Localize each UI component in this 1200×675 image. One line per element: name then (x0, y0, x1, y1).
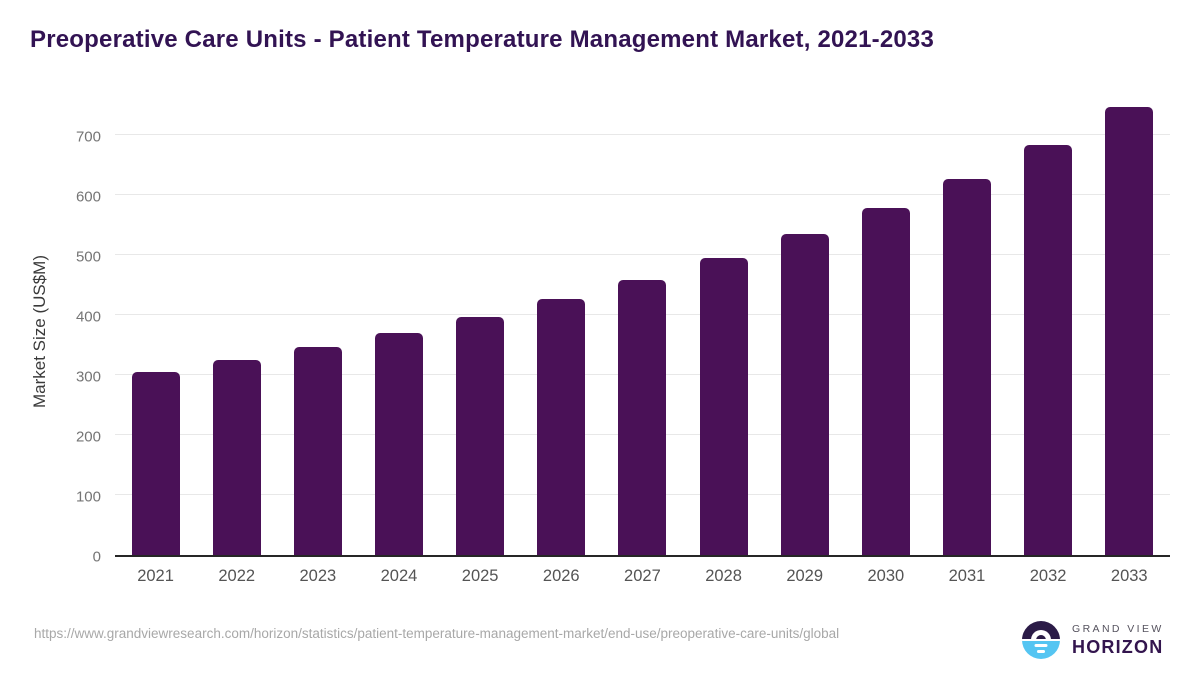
y-tick-label: 400 (75, 308, 101, 326)
y-tick-label: 0 (92, 548, 101, 566)
x-tick-label: 2031 (948, 567, 986, 585)
bar-2033 (1105, 106, 1154, 555)
horizon-sunrise-icon (1022, 621, 1060, 659)
grandview-horizon-logo: GRAND VIEW HORIZON (1022, 621, 1164, 659)
reflection-dash-1 (1034, 644, 1048, 647)
y-tick-label: 100 (75, 488, 101, 506)
bar-2023 (293, 347, 342, 555)
bar-chart: Market Size (US$M) 0 100 200 300 400 500 600 70… (0, 106, 1200, 585)
y-tick-label: 500 (75, 248, 101, 266)
x-tick-label: 2024 (380, 567, 418, 585)
x-tick-label: 2028 (705, 567, 742, 585)
x-tick-label: 2023 (299, 567, 337, 585)
bar-2029 (780, 234, 829, 555)
horizon-line-shape (1022, 638, 1060, 642)
bar-2024 (374, 333, 423, 555)
bar-2026 (537, 299, 586, 555)
x-tick-label: 2022 (218, 567, 256, 585)
page-title: Preoperative Care Units - Patient Temper… (30, 26, 935, 53)
x-tick-label: 2030 (867, 567, 905, 585)
y-tick-label: 200 (75, 428, 101, 446)
y-tick-label: 700 (75, 128, 101, 146)
gridline (115, 134, 1170, 135)
plot-area (115, 106, 1170, 557)
sun-dome-core-shape (1036, 635, 1046, 640)
logo-brand-bottom-label: HORIZON (1072, 636, 1164, 657)
reflection-dash-2 (1037, 649, 1045, 653)
logo-text: GRAND VIEW HORIZON (1072, 623, 1164, 658)
bar-2021 (131, 372, 180, 555)
bars (115, 106, 1170, 555)
bar-2027 (618, 280, 667, 555)
bar-2031 (942, 178, 991, 555)
x-tick-label: 2029 (786, 567, 824, 585)
x-axis-labels: 2021 2022 2023 2024 2025 2026 2027 2028 2029 2030… (115, 567, 1170, 586)
bar-2032 (1024, 145, 1073, 555)
logo-brand-top-label: GRAND VIEW (1072, 622, 1164, 635)
y-axis-ticks: 0 100 200 300 400 500 600 700 (0, 107, 101, 566)
gridline (115, 194, 1170, 195)
source-url: https://www.grandviewresearch.com/horizo… (34, 626, 840, 641)
bar-2028 (699, 258, 748, 555)
gridline (115, 254, 1170, 255)
x-tick-label: 2027 (624, 567, 661, 585)
x-tick-label: 2025 (461, 567, 499, 585)
bar-2030 (861, 208, 910, 555)
bar-2022 (212, 360, 261, 555)
x-tick-label: 2026 (542, 567, 580, 585)
x-tick-label: 2021 (137, 567, 174, 585)
y-tick-label: 600 (75, 188, 101, 206)
bar-2025 (456, 316, 505, 555)
x-tick-label: 2032 (1029, 567, 1067, 585)
y-tick-label: 300 (75, 368, 101, 386)
x-tick-label: 2033 (1110, 567, 1148, 585)
